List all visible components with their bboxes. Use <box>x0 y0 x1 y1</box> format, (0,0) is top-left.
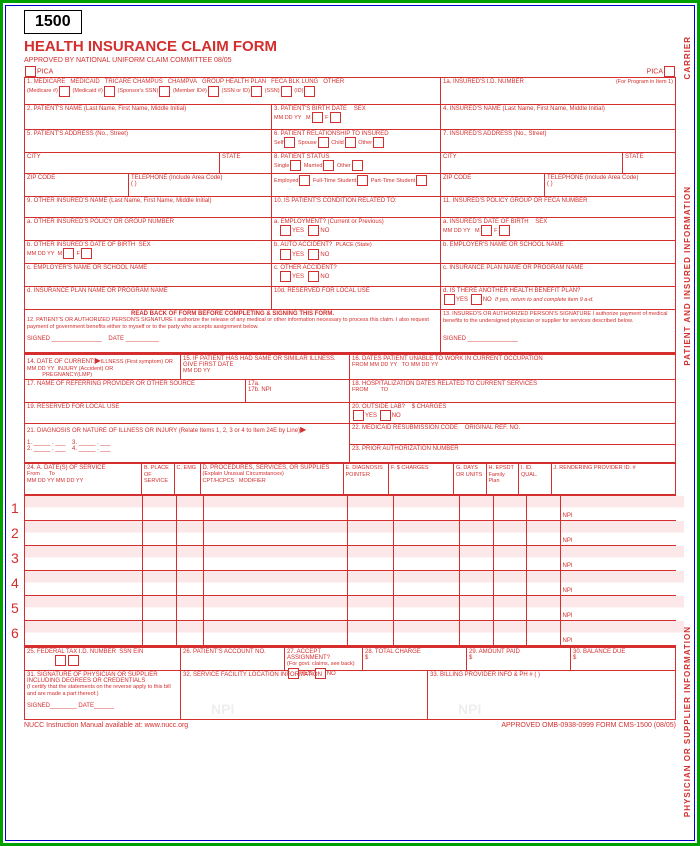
other-label: OTHER <box>323 79 344 85</box>
champva-label: CHAMPVA <box>168 79 197 85</box>
f19-label: 19. RESERVED FOR LOCAL USE <box>27 404 119 410</box>
f15-label: 15. IF PATIENT HAS HAD SAME OR SIMILAR I… <box>183 356 336 368</box>
pica-left: PICA <box>37 68 53 75</box>
medicare-label: MEDICARE <box>34 79 66 85</box>
sex-f-cb[interactable] <box>330 112 341 123</box>
zip-label: ZIP CODE <box>27 175 55 181</box>
svc-row-3[interactable]: 3NPI <box>25 546 675 571</box>
f13-label: 13. INSURED'S OR AUTHORIZED PERSON'S SIG… <box>443 311 668 324</box>
city-label: CITY <box>27 154 41 160</box>
f30-label: 30. BALANCE DUE <box>573 649 625 655</box>
state-label: STATE <box>222 154 240 160</box>
header: 1500 HEALTH INSURANCE CLAIM FORM APPROVE… <box>24 10 676 77</box>
form-title: HEALTH INSURANCE CLAIM FORM <box>24 38 676 55</box>
f11b-label: b. EMPLOYER'S NAME OR SCHOOL NAME <box>443 242 564 248</box>
f26-label: 26. PATIENT'S ACCOUNT NO. <box>183 649 266 655</box>
f22-label: 22. MEDICAID RESUBMISSION CODE <box>352 425 458 431</box>
section-1-13: 1. MEDICARE MEDICAID TRICARE CHAMPUS CHA… <box>24 77 676 353</box>
form-number: 1500 <box>24 10 82 34</box>
section-25-33: 25. FEDERAL TAX I.D. NUMBER SSN EIN 26. … <box>24 647 676 720</box>
svc-row-2[interactable]: 2NPI <box>25 521 675 546</box>
service-rows: 1NPI 2NPI 3NPI 4NPI 5NPI 6NPI <box>24 495 676 647</box>
nucc-text: NUCC Instruction Manual available at: ww… <box>24 722 188 729</box>
f10d-label: 10d. RESERVED FOR LOCAL USE <box>274 288 370 294</box>
approved-text: APPROVED BY NATIONAL UNIFORM CLAIM COMMI… <box>24 57 676 64</box>
f10-label: 10. IS PATIENT'S CONDITION RELATED TO: <box>274 198 397 204</box>
svc-row-5[interactable]: 5NPI <box>25 596 675 621</box>
f11-label: 11. INSURED'S POLICY GROUP OR FECA NUMBE… <box>443 198 588 204</box>
medicaid-cb[interactable] <box>104 86 115 97</box>
f11d-label: d. IS THERE ANOTHER HEALTH BENEFIT PLAN? <box>443 288 580 294</box>
other-cb[interactable] <box>304 86 315 97</box>
medicare-cb[interactable] <box>59 86 70 97</box>
f9c-label: c. EMPLOYER'S NAME OR SCHOOL NAME <box>27 265 147 271</box>
feca-label: FECA BLK LUNG <box>271 79 318 85</box>
f23-label: 23. PRIOR AUTHORIZATION NUMBER <box>352 446 459 452</box>
f10b-label: b. AUTO ACCIDENT? <box>274 242 332 248</box>
svc-row-1[interactable]: 1NPI <box>25 496 675 521</box>
f32-label: 32. SERVICE FACILITY LOCATION INFORMATIO… <box>183 672 322 678</box>
f4-label: 4. INSURED'S NAME (Last Name, First Name… <box>443 106 605 112</box>
f9a-label: a. OTHER INSURED'S POLICY OR GROUP NUMBE… <box>27 219 174 225</box>
f8-label: 8. PATIENT STATUS <box>274 154 329 160</box>
f7-label: 7. INSURED'S ADDRESS (No., Street) <box>443 131 547 137</box>
svc-row-4[interactable]: 4NPI <box>25 571 675 596</box>
form-container: CARRIER PATIENT AND INSURED INFORMATION … <box>5 5 695 841</box>
group-cb[interactable] <box>251 86 262 97</box>
f11c-label: c. INSURANCE PLAN NAME OR PROGRAM NAME <box>443 265 583 271</box>
champva-cb[interactable] <box>208 86 219 97</box>
f27-label: 27. ACCEPT ASSIGNMENT? <box>287 649 330 661</box>
f1a-label: 1a. INSURED'S I.D. NUMBER <box>443 79 524 85</box>
tricare-cb[interactable] <box>159 86 170 97</box>
omb-text: APPROVED OMB-0938-0999 FORM CMS-1500 (08… <box>501 722 676 729</box>
section-14-23: 14. DATE OF CURRENT:▶ILLNESS (First symp… <box>24 353 676 463</box>
f33-label: 33. BILLING PROVIDER INFO & PH # <box>430 672 533 678</box>
group-label: GROUP HEALTH PLAN <box>202 79 266 85</box>
f9d-label: d. INSURANCE PLAN NAME OR PROGRAM NAME <box>27 288 168 294</box>
f28-label: 28. TOTAL CHARGE <box>365 649 421 655</box>
tel-label: TELEPHONE (Include Area Code) <box>131 175 222 181</box>
physician-supplier-text: PHYSICIAN OR SUPPLIER INFORMATION <box>683 626 692 817</box>
outer-border: CARRIER PATIENT AND INSURED INFORMATION … <box>0 0 700 846</box>
pica-checkbox-left[interactable] <box>25 66 36 77</box>
pica-right: PICA <box>647 68 663 75</box>
carrier-text: CARRIER <box>683 36 692 79</box>
pica-checkbox-right[interactable] <box>664 66 675 77</box>
sex-m-cb[interactable] <box>312 112 323 123</box>
tricare-label: TRICARE CHAMPUS <box>105 79 163 85</box>
f17-label: 17. NAME OF REFERRING PROVIDER OR OTHER … <box>27 381 195 387</box>
section-24-header: 24. A. DATE(S) OF SERVICEFrom ToMM DD YY… <box>24 463 676 495</box>
medicaid-label: MEDICAID <box>70 79 99 85</box>
f12-label: 12. PATIENT'S OR AUTHORIZED PERSON'S SIG… <box>27 317 429 330</box>
feca-cb[interactable] <box>281 86 292 97</box>
footer: NUCC Instruction Manual available at: ww… <box>24 720 676 731</box>
f2-label: 2. PATIENT'S NAME (Last Name, First Name… <box>27 106 186 112</box>
f21-label: 21. DIAGNOSIS OR NATURE OF ILLNESS OR IN… <box>27 428 300 434</box>
patient-insured-text: PATIENT AND INSURED INFORMATION <box>683 186 692 366</box>
f31-label: 31. SIGNATURE OF PHYSICIAN OR SUPPLIER I… <box>27 672 158 684</box>
f5-label: 5. PATIENT'S ADDRESS (No., Street) <box>27 131 128 137</box>
f14-label: 14. DATE OF CURRENT: <box>27 359 95 365</box>
svc-row-6[interactable]: 6NPI <box>25 621 675 646</box>
f29-label: 29. AMOUNT PAID <box>469 649 520 655</box>
f9-label: 9. OTHER INSURED'S NAME (Last Name, Firs… <box>27 198 212 204</box>
